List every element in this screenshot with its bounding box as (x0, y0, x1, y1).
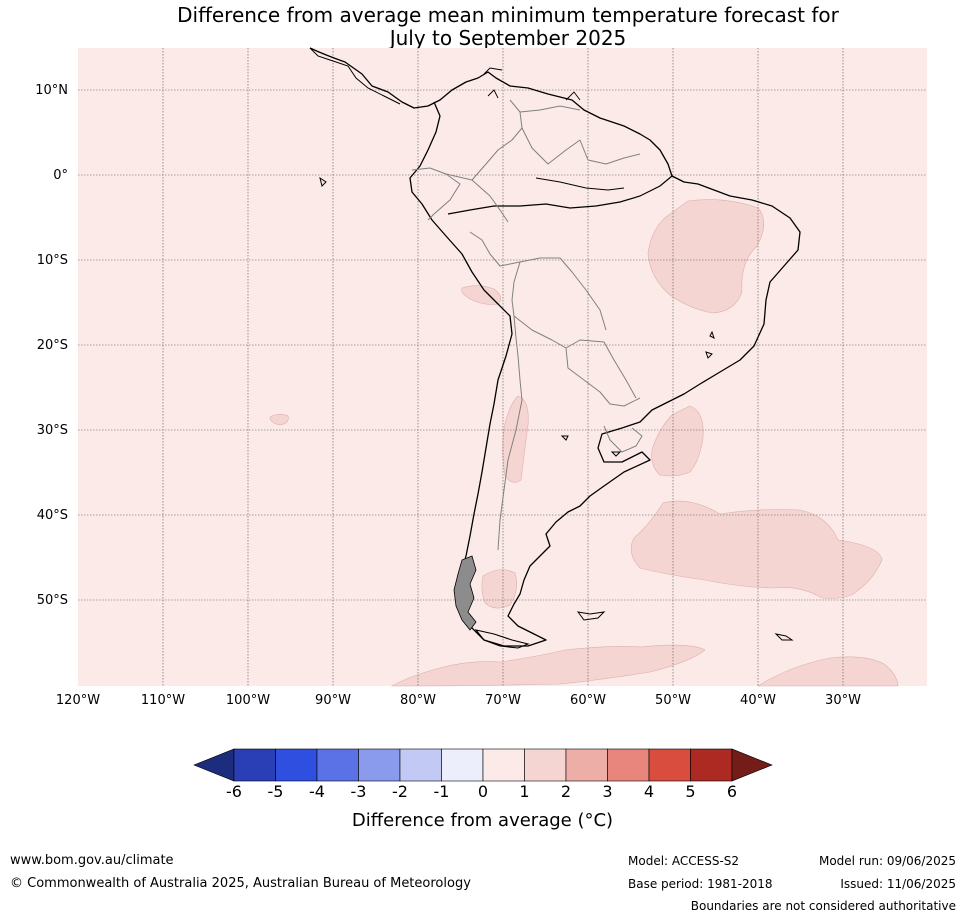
lon-label-60w: 60°W (570, 693, 606, 708)
title-line-2: July to September 2025 (389, 26, 627, 50)
colorbar-tick-1: 1 (519, 782, 530, 801)
colorbar-tick-minus-2: -2 (392, 782, 408, 801)
amazon-river (447, 175, 673, 215)
colorbar-tick-6: 6 (726, 782, 738, 801)
colorbar-tick-3: 3 (602, 782, 613, 801)
country-borders (411, 99, 643, 551)
title-line-1: Difference from average mean minimum tem… (177, 3, 839, 27)
footer-model: Model: ACCESS-S2 (628, 854, 740, 868)
footer-copyright: © Commonwealth of Australia 2025, Austra… (10, 876, 471, 891)
footer-disclaimer: Boundaries are not considered authoritat… (690, 899, 956, 913)
amazon-branch (535, 177, 625, 191)
lat-label-10s: 10°S (36, 253, 68, 268)
lon-label-40w: 40°W (740, 693, 776, 708)
lon-label-30w: 30°W (825, 693, 861, 708)
colorbar-segment (399, 748, 442, 782)
colorbar-tick-0: 0 (477, 782, 489, 801)
colorbar-extend-high (731, 748, 773, 782)
lat-label-30s: 30°S (36, 423, 68, 438)
colorbar-tick-2: 2 (560, 782, 572, 801)
colorbar-segment (233, 748, 276, 782)
colorbar-tick-minus-4: -4 (309, 782, 325, 801)
colorbar-label: Difference from average (°C) (351, 810, 614, 831)
colorbar-segment (441, 748, 484, 782)
anomaly-regions (269, 199, 899, 687)
footer-base-period: Base period: 1981-2018 (628, 877, 773, 891)
lon-label-90w: 90°W (315, 693, 351, 708)
anomaly-region-south-atlantic (630, 500, 883, 599)
colorbar-segment (358, 748, 401, 782)
chile-fjords (453, 555, 477, 631)
lat-label-10n: 10°N (35, 83, 68, 98)
anomaly-region-southern-ocean-west (390, 644, 706, 687)
anomaly-region-southern-ocean-east (756, 656, 899, 687)
colorbar-segment (275, 748, 318, 782)
footer-model-run: Model run: 09/06/2025 (818, 854, 956, 868)
anomaly-region-andes (502, 395, 529, 483)
colorbar-tick-minus-5: -5 (267, 782, 284, 801)
coastline-south-america (309, 47, 801, 647)
lon-label-50w: 50°W (655, 693, 691, 708)
footer-url: www.bom.gov.au/climate (10, 853, 174, 868)
colorbar-tick-4: 4 (643, 782, 655, 801)
lon-label-120w: 120°W (55, 693, 101, 708)
chart-title: Difference from average mean minimum tem… (78, 4, 938, 50)
lat-label-0: 0° (53, 168, 68, 183)
colorbar-extend-low (193, 748, 235, 782)
anomaly-region-patagonia (481, 569, 517, 609)
lon-label-110w: 110°W (140, 693, 186, 708)
colorbar-segment (565, 748, 608, 782)
lat-label-50s: 50°S (36, 593, 68, 608)
coastline-caribbean (483, 67, 581, 101)
islands (319, 176, 794, 641)
colorbar-segment (524, 748, 567, 782)
lat-label-20s: 20°S (36, 338, 68, 353)
lon-label-70w: 70°W (485, 693, 521, 708)
colorbar-tick-minus-6: -6 (226, 782, 242, 801)
colorbar-tick-minus-1: -1 (433, 782, 450, 801)
colorbar-segment (648, 748, 691, 782)
colorbar-tick-minus-3: -3 (350, 782, 367, 801)
lon-label-100w: 100°W (225, 693, 271, 708)
colorbar-segment (482, 748, 525, 782)
anomaly-region-uruguay-coast (651, 405, 704, 477)
colorbar-segment (690, 748, 733, 782)
colorbar-segment (607, 748, 650, 782)
lon-label-80w: 80°W (400, 693, 436, 708)
coastline-central-america (309, 47, 401, 105)
tierra-del-fuego (474, 629, 530, 649)
lat-label-40s: 40°S (36, 508, 68, 523)
colorbar-tick-5: 5 (685, 782, 696, 801)
footer-issued: Issued: 11/06/2025 (840, 877, 956, 891)
colorbar-segment (316, 748, 359, 782)
anomaly-region-pacific-small (269, 413, 289, 426)
